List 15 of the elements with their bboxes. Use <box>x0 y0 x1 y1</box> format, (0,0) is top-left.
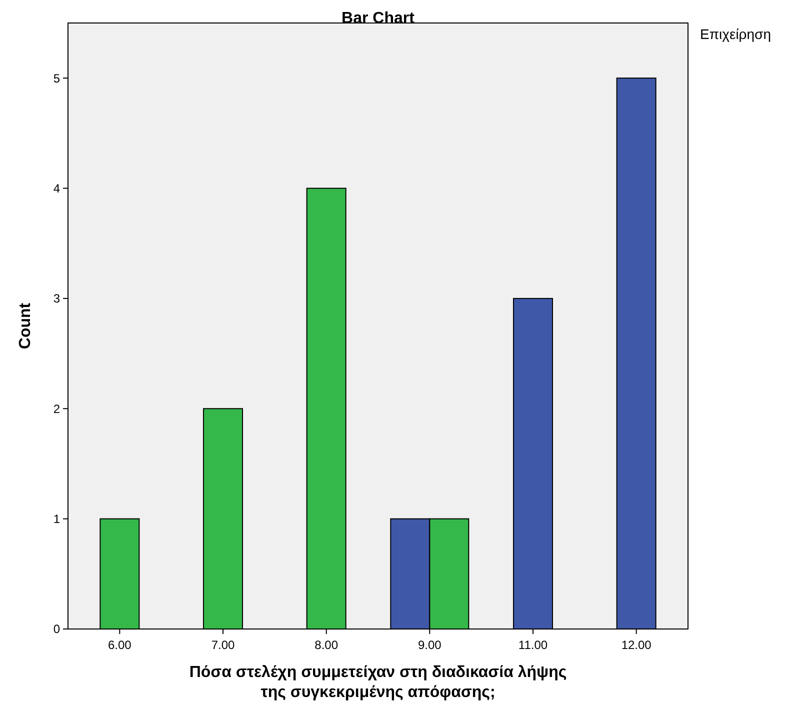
x-tick-label: 6.00 <box>108 638 132 652</box>
legend-title: Επιχείρηση <box>700 26 771 42</box>
y-tick-label: 2 <box>53 402 60 416</box>
x-tick-label: 11.00 <box>518 638 548 652</box>
x-tick-label: 8.00 <box>314 638 338 652</box>
y-tick-label: 4 <box>53 181 60 196</box>
y-tick-label: 3 <box>53 292 60 306</box>
y-tick-label: 5 <box>53 71 60 86</box>
y-axis-title: Count <box>17 302 34 350</box>
y-tick-label: 0 <box>53 622 60 636</box>
x-tick-label: 12.00 <box>621 638 652 652</box>
x-tick-label: 9.00 <box>418 638 442 652</box>
x-axis-title: Πόσα στελέχη συμμετείχαν στη διαδικασία λήψης της συγκεκριμένης απόφασης; <box>189 664 567 701</box>
y-tick-label: 1 <box>53 512 60 526</box>
x-tick-label: 7.00 <box>211 638 235 652</box>
